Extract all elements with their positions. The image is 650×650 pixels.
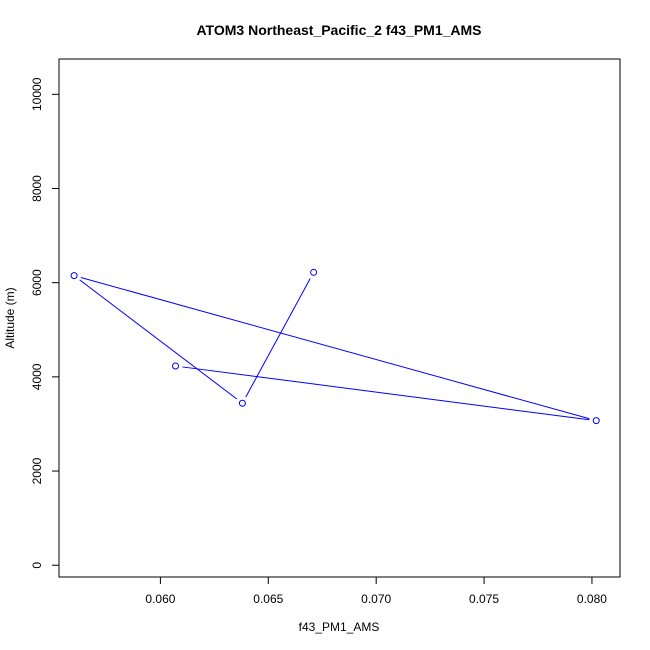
series-line-segment xyxy=(182,366,590,421)
y-tick-label: 6000 xyxy=(30,269,44,296)
y-tick-label: 8000 xyxy=(30,175,44,202)
chart-title: ATOM3 Northeast_Pacific_2 f43_PM1_AMS xyxy=(196,22,481,38)
x-tick-label: 0.080 xyxy=(577,592,607,606)
x-axis-label: f43_PM1_AMS xyxy=(299,620,380,634)
data-point xyxy=(592,417,600,425)
y-axis: 0 2000 4000 6000 8000 10000 xyxy=(30,77,59,569)
data-point xyxy=(238,399,246,407)
y-tick-label: 2000 xyxy=(30,457,44,484)
series-layer xyxy=(70,268,600,425)
series-line-segment xyxy=(245,278,311,398)
y-axis-label: Altitude (m) xyxy=(3,287,17,348)
plot-frame xyxy=(58,58,621,578)
x-tick-label: 0.065 xyxy=(253,592,283,606)
x-tick-label: 0.070 xyxy=(361,592,391,606)
x-tick-label: 0.060 xyxy=(145,592,175,606)
series-line-segment xyxy=(79,279,238,400)
y-tick-label: 10000 xyxy=(30,77,44,111)
x-tick-label: 0.075 xyxy=(469,592,499,606)
data-point xyxy=(172,362,180,370)
series-line-segment xyxy=(80,277,590,420)
y-tick-label: 0 xyxy=(30,562,44,569)
x-axis: 0.060 0.065 0.070 0.075 0.080 xyxy=(145,577,607,606)
data-point xyxy=(70,272,78,280)
data-point xyxy=(310,268,318,276)
y-tick-label: 4000 xyxy=(30,363,44,390)
